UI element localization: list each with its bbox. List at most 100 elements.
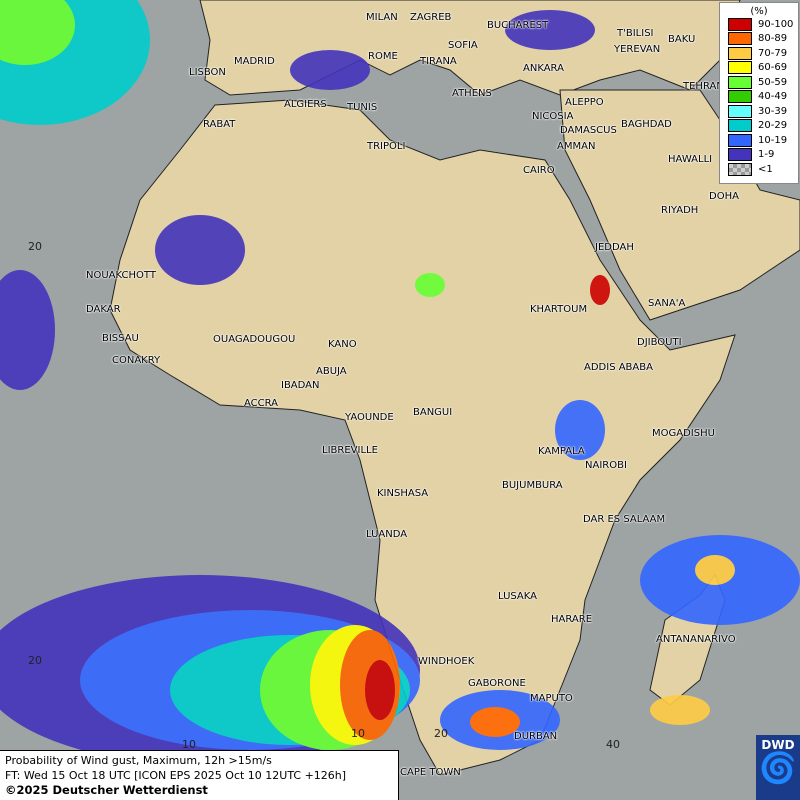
city-label: MOGADISHU bbox=[652, 428, 715, 439]
city-label: DJIBOUTI bbox=[637, 337, 682, 348]
city-label: ANKARA bbox=[523, 63, 564, 74]
city-label: KAMPALA bbox=[538, 446, 585, 457]
city-label: IBADAN bbox=[281, 380, 320, 391]
city-label: AMMAN bbox=[557, 141, 596, 152]
city-label: WINDHOEK bbox=[418, 656, 475, 667]
city-label: TEHRAN bbox=[683, 81, 724, 92]
logo-text: DWD bbox=[761, 738, 795, 752]
legend-unit: (%) bbox=[750, 6, 768, 17]
city-label: MADRID bbox=[234, 56, 275, 67]
legend-label: 10-19 bbox=[758, 134, 788, 146]
legend-item: 70-79 bbox=[728, 46, 798, 61]
city-label: ANTANANARIVO bbox=[656, 634, 736, 645]
forecast-time: FT: Wed 15 Oct 18 UTC [ICON EPS 2025 Oct… bbox=[5, 769, 347, 782]
legend-item: 50-59 bbox=[728, 75, 798, 90]
city-label: SOFIA bbox=[448, 40, 478, 51]
legend-item: 40-49 bbox=[728, 90, 798, 105]
legend-swatch bbox=[728, 133, 752, 147]
city-label: KANO bbox=[328, 339, 357, 350]
legend-item: 10-19 bbox=[728, 133, 798, 148]
legend-swatch bbox=[728, 75, 752, 89]
city-label: BUCHAREST bbox=[487, 20, 549, 31]
legend-label: 90-100 bbox=[758, 18, 794, 30]
legend-item: <1 bbox=[728, 162, 798, 177]
city-label: BUJUMBURA bbox=[502, 480, 563, 491]
city-label: ROME bbox=[368, 51, 398, 62]
legend-item: 30-39 bbox=[728, 104, 798, 119]
city-label: BISSAU bbox=[102, 333, 139, 344]
city-label: DAMASCUS bbox=[560, 125, 617, 136]
legend-item: 60-69 bbox=[728, 61, 798, 76]
city-label: TUNIS bbox=[347, 102, 378, 113]
city-label: YAOUNDE bbox=[345, 412, 394, 423]
grid-label: 20 bbox=[28, 654, 42, 667]
city-label: T'BILISI bbox=[617, 28, 654, 39]
legend-label: 80-89 bbox=[758, 33, 788, 45]
city-label: ALEPPO bbox=[565, 97, 604, 108]
info-box: Probability of Wind gust, Maximum, 12h >… bbox=[0, 750, 399, 800]
city-label: ALGIERS bbox=[284, 99, 327, 110]
legend-item: 20-29 bbox=[728, 119, 798, 134]
city-label: NICOSIA bbox=[532, 111, 574, 122]
prob-90-100 bbox=[365, 660, 395, 720]
legend-swatch bbox=[728, 119, 752, 133]
city-label: RABAT bbox=[203, 119, 236, 130]
legend: (%) 90-100 80-89 70-79 60-69 50-59 40-49 30-39… bbox=[719, 2, 799, 184]
city-label: CAIRO bbox=[523, 165, 555, 176]
city-label: RIYADH bbox=[661, 205, 699, 216]
city-label: DAR ES SALAAM bbox=[583, 514, 666, 525]
city-label: BANGUI bbox=[413, 407, 453, 418]
city-label: KINSHASA bbox=[377, 488, 429, 499]
city-label: CAPE TOWN bbox=[400, 767, 461, 778]
city-label: OUAGADOUGOU bbox=[213, 334, 296, 345]
legend-label: 1-9 bbox=[758, 149, 775, 161]
dwd-logo: DWD 🌀 bbox=[756, 735, 800, 800]
grid-label: 10 bbox=[182, 738, 196, 751]
legend-swatch bbox=[728, 46, 752, 60]
legend-label: 40-49 bbox=[758, 91, 788, 103]
legend-label: 70-79 bbox=[758, 47, 788, 59]
city-label: ADDIS ABABA bbox=[584, 362, 653, 373]
legend-swatch bbox=[728, 162, 752, 176]
copyright: ©2025 Deutscher Wetterdienst bbox=[5, 783, 208, 797]
city-label: DOHA bbox=[709, 191, 739, 202]
legend-swatch bbox=[728, 148, 752, 162]
city-label: GABORONE bbox=[468, 678, 526, 689]
city-label: YEREVAN bbox=[614, 44, 661, 55]
legend-item: 90-100 bbox=[728, 17, 798, 32]
city-label: MAPUTO bbox=[530, 693, 573, 704]
city-label: NOUAKCHOTT bbox=[86, 270, 156, 281]
grid-label: 20 bbox=[434, 727, 448, 740]
probability-areas bbox=[0, 0, 800, 765]
city-label: LUSAKA bbox=[498, 591, 537, 602]
legend-label: <1 bbox=[758, 163, 773, 175]
legend-label: 30-39 bbox=[758, 105, 788, 117]
city-label: TIRANA bbox=[420, 56, 457, 67]
city-label: ATHENS bbox=[452, 88, 492, 99]
map-title: Probability of Wind gust, Maximum, 12h >… bbox=[5, 754, 272, 767]
city-label: CONAKRY bbox=[112, 355, 161, 366]
grid-label: 40 bbox=[606, 738, 620, 751]
city-label: DURBAN bbox=[514, 731, 558, 742]
city-label: LUANDA bbox=[366, 529, 408, 540]
africa-land bbox=[109, 99, 736, 776]
legend-swatch bbox=[728, 90, 752, 104]
city-label: KHARTOUM bbox=[530, 304, 588, 315]
city-label: NAIROBI bbox=[585, 460, 627, 471]
legend-label: 20-29 bbox=[758, 120, 788, 132]
city-label: SANA'A bbox=[648, 298, 686, 309]
city-label: HAWALLI bbox=[668, 154, 713, 165]
spiral-icon: 🌀 bbox=[759, 751, 797, 786]
city-label: ZAGREB bbox=[410, 12, 452, 23]
legend-swatch bbox=[728, 104, 752, 118]
legend-swatch bbox=[728, 61, 752, 75]
city-label: HARARE bbox=[551, 614, 593, 625]
legend-swatch bbox=[728, 17, 752, 31]
grid-label: 20 bbox=[28, 240, 42, 253]
grid-label: 10 bbox=[351, 727, 365, 740]
legend-label: 60-69 bbox=[758, 62, 788, 74]
city-label: BAKU bbox=[668, 34, 696, 45]
city-label: TRIPOLI bbox=[367, 141, 406, 152]
city-label: LIBREVILLE bbox=[322, 445, 378, 456]
